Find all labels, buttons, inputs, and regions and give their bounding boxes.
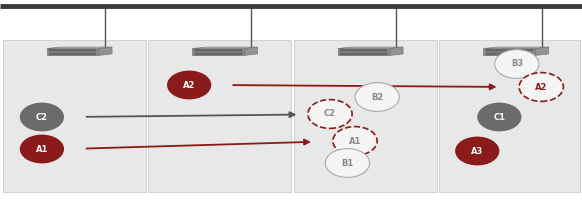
Text: B2: B2 bbox=[371, 92, 384, 102]
Ellipse shape bbox=[333, 127, 377, 155]
Text: A2: A2 bbox=[183, 81, 196, 90]
Polygon shape bbox=[47, 47, 112, 49]
FancyBboxPatch shape bbox=[194, 54, 242, 55]
Text: C1: C1 bbox=[494, 112, 505, 121]
Text: A1: A1 bbox=[349, 136, 361, 146]
FancyBboxPatch shape bbox=[49, 49, 96, 50]
Ellipse shape bbox=[308, 100, 352, 128]
Ellipse shape bbox=[495, 50, 539, 78]
Polygon shape bbox=[338, 47, 403, 49]
Ellipse shape bbox=[455, 137, 499, 165]
Ellipse shape bbox=[20, 135, 64, 163]
FancyBboxPatch shape bbox=[192, 49, 244, 55]
FancyBboxPatch shape bbox=[49, 54, 96, 55]
Text: C2: C2 bbox=[36, 112, 48, 121]
Ellipse shape bbox=[20, 103, 64, 131]
Ellipse shape bbox=[477, 103, 521, 131]
FancyBboxPatch shape bbox=[49, 53, 96, 54]
FancyBboxPatch shape bbox=[340, 53, 387, 54]
FancyBboxPatch shape bbox=[340, 54, 387, 55]
Ellipse shape bbox=[325, 149, 370, 177]
Polygon shape bbox=[192, 47, 258, 49]
FancyBboxPatch shape bbox=[194, 49, 242, 50]
FancyBboxPatch shape bbox=[485, 50, 533, 51]
FancyBboxPatch shape bbox=[338, 49, 390, 55]
FancyBboxPatch shape bbox=[485, 49, 533, 50]
Ellipse shape bbox=[355, 83, 399, 111]
FancyBboxPatch shape bbox=[148, 40, 291, 192]
Text: A1: A1 bbox=[36, 144, 48, 154]
FancyBboxPatch shape bbox=[340, 49, 387, 50]
Polygon shape bbox=[244, 47, 258, 55]
Text: B1: B1 bbox=[341, 158, 354, 168]
Ellipse shape bbox=[167, 71, 211, 99]
FancyBboxPatch shape bbox=[194, 50, 242, 51]
FancyBboxPatch shape bbox=[49, 50, 96, 51]
FancyBboxPatch shape bbox=[47, 49, 99, 55]
Polygon shape bbox=[535, 47, 548, 55]
Text: C2: C2 bbox=[324, 110, 336, 118]
FancyBboxPatch shape bbox=[485, 53, 533, 54]
Polygon shape bbox=[99, 47, 112, 55]
Text: B3: B3 bbox=[511, 60, 523, 68]
FancyBboxPatch shape bbox=[3, 40, 146, 192]
Polygon shape bbox=[390, 47, 403, 55]
FancyBboxPatch shape bbox=[483, 49, 535, 55]
FancyBboxPatch shape bbox=[194, 53, 242, 54]
FancyBboxPatch shape bbox=[485, 54, 533, 55]
Ellipse shape bbox=[519, 73, 563, 101]
Polygon shape bbox=[483, 47, 548, 49]
Text: A3: A3 bbox=[471, 146, 484, 156]
FancyBboxPatch shape bbox=[294, 40, 436, 192]
Text: A2: A2 bbox=[535, 83, 548, 92]
FancyBboxPatch shape bbox=[340, 50, 387, 51]
FancyBboxPatch shape bbox=[439, 40, 580, 192]
